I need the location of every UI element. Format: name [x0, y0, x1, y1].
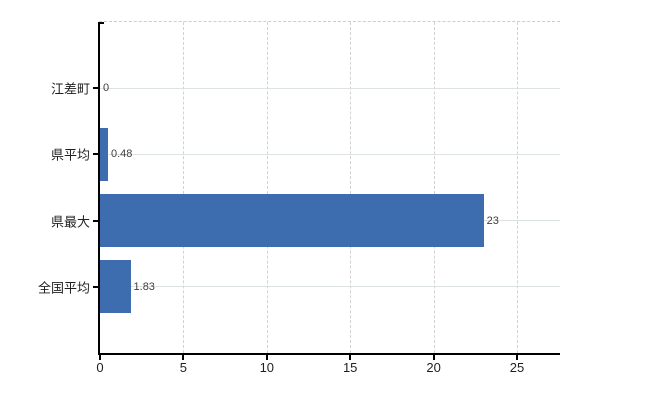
bar [100, 260, 131, 314]
bar [100, 194, 484, 248]
x-axis-tick [182, 355, 185, 360]
value-label: 0.48 [111, 148, 133, 161]
y-axis-top-cap [98, 22, 104, 24]
x-tick-label: 20 [426, 360, 441, 375]
h-gridline [100, 286, 560, 288]
x-tick-label: 10 [259, 360, 275, 375]
x-tick-label: 25 [509, 360, 525, 375]
v-gridline [183, 22, 185, 353]
v-gridline [266, 22, 268, 353]
v-gridline [517, 22, 518, 353]
v-gridline [350, 22, 352, 353]
h-gridline [100, 87, 560, 89]
x-axis-tick [349, 355, 352, 360]
y-axis-tick [93, 219, 98, 222]
y-axis-tick [93, 285, 98, 288]
category-label: 江差町 [50, 81, 90, 97]
x-tick-label: 0 [96, 360, 104, 375]
x-axis-tick [99, 355, 101, 360]
plot-area [98, 21, 560, 355]
bar [100, 127, 108, 181]
value-label: 23 [486, 214, 499, 227]
value-label: 1.83 [133, 280, 155, 293]
y-axis-line [98, 22, 100, 355]
x-tick-label: 5 [179, 360, 188, 375]
y-axis-tick [93, 153, 98, 156]
value-label: 0 [103, 82, 110, 95]
x-axis-tick [265, 355, 268, 360]
x-axis-tick [516, 355, 518, 360]
x-axis-line [98, 353, 560, 355]
category-label: 県最大 [50, 214, 90, 230]
category-label: 全国平均 [37, 280, 90, 296]
v-gridline [433, 22, 435, 353]
category-label: 県平均 [50, 147, 90, 163]
y-axis-tick [93, 87, 98, 90]
h-gridline [100, 153, 560, 155]
x-axis-tick [432, 355, 435, 360]
plot-top-border [99, 21, 560, 22]
x-tick-label: 15 [342, 360, 358, 375]
